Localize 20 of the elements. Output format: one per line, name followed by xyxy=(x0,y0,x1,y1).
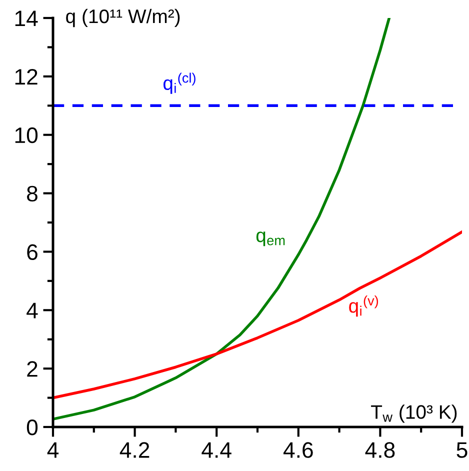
series-label: q$_{i}$$^{(v)}$ xyxy=(349,296,378,317)
ref-line-label: q$_{i}$$^{(cl)}$ xyxy=(163,72,196,94)
x-tick-label: 4 xyxy=(47,442,59,458)
y-tick-label: 6 xyxy=(27,244,38,260)
x-tick-label: 4.6 xyxy=(283,442,313,458)
y-axis-title: q (10¹¹ W/m²) xyxy=(66,8,180,28)
y-tick-label: 0 xyxy=(26,420,38,436)
x-tick-label: 4.4 xyxy=(202,442,232,458)
y-tick-label: 8 xyxy=(27,186,38,202)
x-tick-label: 4.2 xyxy=(120,442,150,458)
y-tick-label: 14 xyxy=(15,10,38,26)
x-tick-label: 4.8 xyxy=(365,442,395,458)
x-tick-label: 5 xyxy=(456,442,468,458)
y-tick-label: 12 xyxy=(15,68,38,84)
y-tick-label: 10 xyxy=(15,127,38,144)
line-series xyxy=(53,230,462,400)
x-axis-title: T$_{w}$ (10³ K) xyxy=(371,404,457,423)
series-label: q$_{em}$ xyxy=(256,232,285,246)
y-tick-label: 4 xyxy=(26,302,38,318)
y-tick-label: 2 xyxy=(27,361,38,377)
